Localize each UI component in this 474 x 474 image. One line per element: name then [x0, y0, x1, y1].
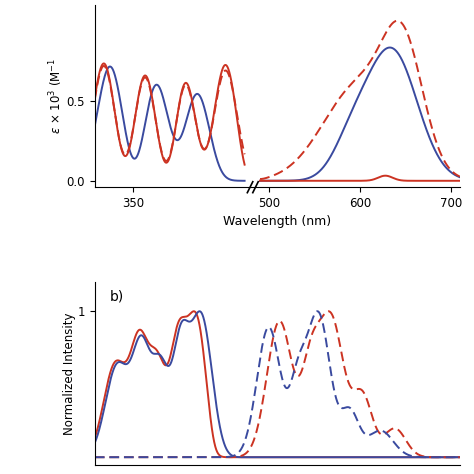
Text: b): b): [109, 289, 124, 303]
Y-axis label: $\varepsilon$ × 10$^3$ (M$^{-1}$: $\varepsilon$ × 10$^3$ (M$^{-1}$: [47, 58, 65, 134]
Y-axis label: Normalized Intensity: Normalized Intensity: [63, 312, 76, 435]
X-axis label: Wavelength (nm): Wavelength (nm): [223, 216, 331, 228]
